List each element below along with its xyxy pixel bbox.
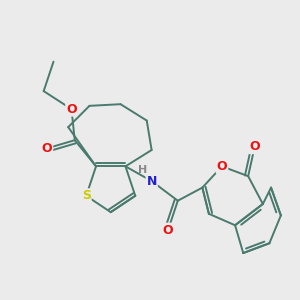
Text: O: O (217, 160, 227, 173)
Text: S: S (82, 189, 91, 202)
Text: O: O (42, 142, 52, 155)
Text: O: O (249, 140, 260, 153)
Text: H: H (138, 165, 147, 175)
Text: O: O (66, 103, 77, 116)
Text: N: N (146, 175, 157, 188)
Text: O: O (163, 224, 173, 237)
